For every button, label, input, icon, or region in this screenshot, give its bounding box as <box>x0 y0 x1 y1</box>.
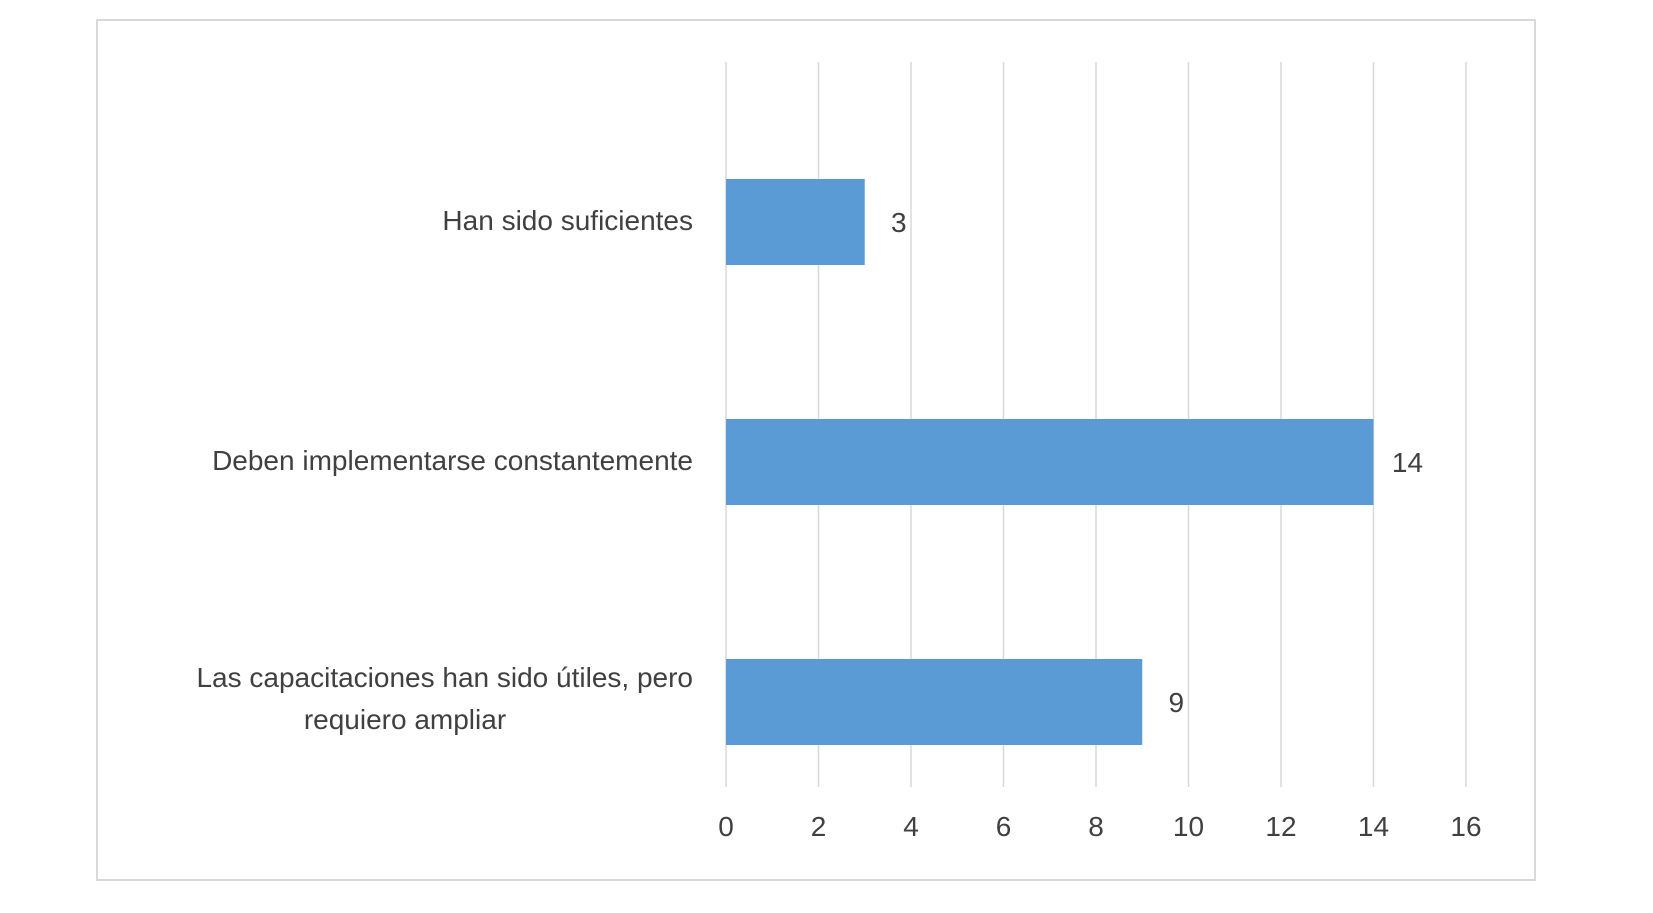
bar-3 <box>726 659 1143 745</box>
x-tick-label: 0 <box>718 811 734 842</box>
category-label: requiero ampliar <box>304 704 506 735</box>
x-tick-label: 6 <box>996 811 1012 842</box>
category-label: Las capacitaciones han sido útiles, pero <box>196 662 693 693</box>
category-label: Deben implementarse constantemente <box>212 445 693 476</box>
data-label: 14 <box>1392 447 1423 478</box>
data-label: 3 <box>891 207 907 238</box>
bar-2 <box>726 419 1374 505</box>
x-tick-label: 10 <box>1173 811 1204 842</box>
x-tick-label: 4 <box>903 811 919 842</box>
x-tick-label: 14 <box>1358 811 1389 842</box>
bar-1 <box>726 179 865 265</box>
x-tick-label: 2 <box>811 811 827 842</box>
x-tick-label: 16 <box>1450 811 1481 842</box>
x-tick-label: 12 <box>1265 811 1296 842</box>
data-label: 9 <box>1168 687 1184 718</box>
category-label: Han sido suficientes <box>442 205 693 236</box>
x-tick-label: 8 <box>1088 811 1104 842</box>
